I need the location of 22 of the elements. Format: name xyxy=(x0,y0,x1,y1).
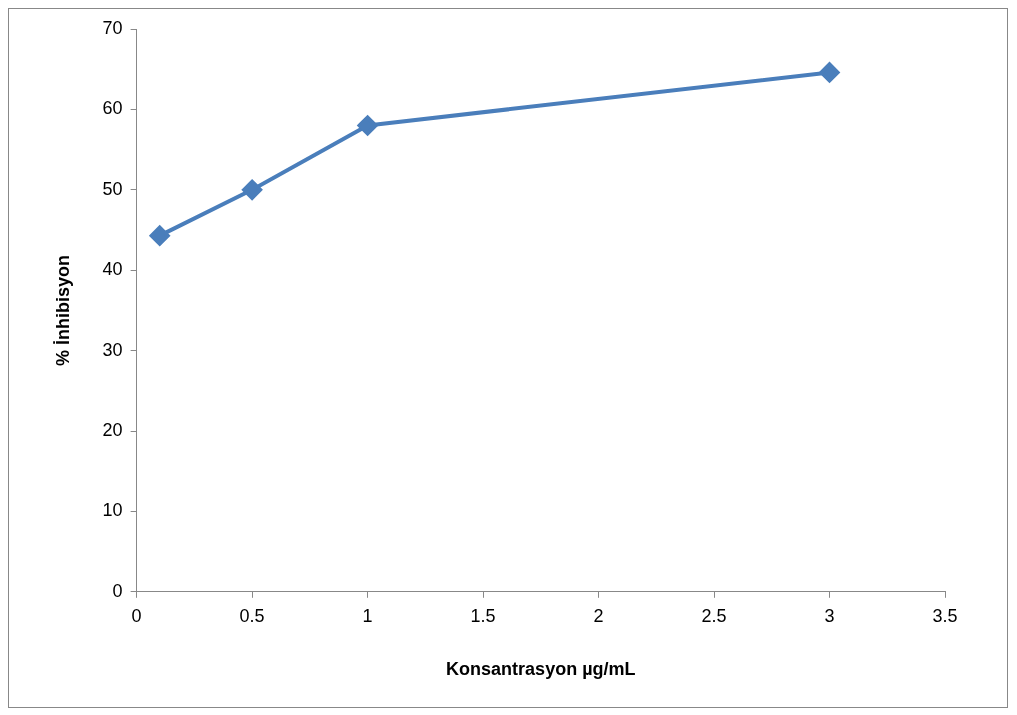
y-tick-label: 20 xyxy=(102,419,123,440)
point xyxy=(357,115,378,136)
x-tick-label: 1 xyxy=(362,605,373,626)
y-axis-title: % İnhibisyon xyxy=(52,254,73,366)
x-tick-label: 3 xyxy=(824,605,835,626)
x-tick-label: 3.5 xyxy=(932,605,958,626)
y-tick-label: 70 xyxy=(102,17,123,38)
x-tick-label: 1.5 xyxy=(470,605,496,626)
y-tick-label: 40 xyxy=(102,259,123,280)
x-tick-label: 2 xyxy=(593,605,604,626)
point xyxy=(149,225,170,246)
y-tick-label: 60 xyxy=(102,98,123,119)
x-tick-label: 2.5 xyxy=(701,605,727,626)
point xyxy=(819,62,840,83)
y-tick-label: 50 xyxy=(102,178,123,199)
x-tick-label: 0 xyxy=(131,605,142,626)
x-axis-title: Konsantrasyon µg/mL xyxy=(446,659,636,680)
y-tick-label: 0 xyxy=(112,580,123,601)
y-tick-label: 30 xyxy=(102,339,123,360)
x-tick-label: 0.5 xyxy=(239,605,265,626)
point xyxy=(242,179,263,200)
y-tick-label: 10 xyxy=(102,500,123,521)
